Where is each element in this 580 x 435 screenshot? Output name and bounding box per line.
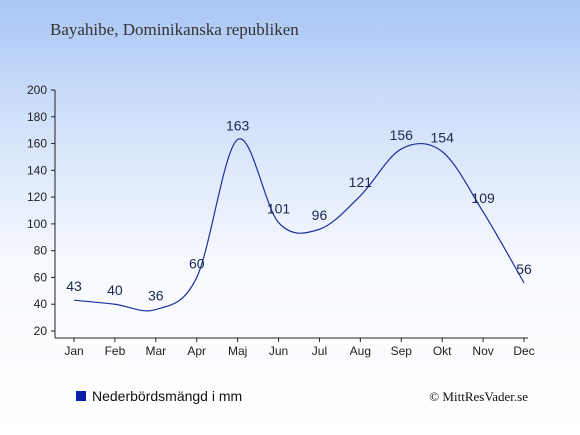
x-tick-label: Jun	[269, 344, 288, 358]
data-label: 101	[267, 201, 291, 217]
x-tick-label: Dec	[513, 344, 534, 358]
data-label: 36	[148, 288, 164, 304]
x-tick-label: Maj	[228, 344, 247, 358]
data-label: 163	[226, 118, 250, 134]
y-tick-label: 100	[27, 217, 47, 231]
y-tick-label: 180	[27, 110, 47, 124]
y-tick-label: 140	[27, 163, 47, 177]
data-label: 60	[189, 255, 205, 271]
data-label: 109	[471, 190, 495, 206]
x-tick-label: Jan	[64, 344, 83, 358]
y-tick-label: 40	[34, 297, 48, 311]
chart-title: Bayahibe, Dominikanska republiken	[50, 20, 299, 39]
data-label: 43	[66, 278, 82, 294]
legend-swatch	[76, 391, 86, 401]
y-tick-label: 60	[34, 270, 48, 284]
data-label: 121	[349, 174, 373, 190]
legend-label: Nederbördsmängd i mm	[92, 388, 243, 404]
data-label: 56	[516, 261, 532, 277]
y-tick-label: 80	[34, 244, 48, 258]
x-tick-label: Sep	[391, 344, 413, 358]
y-tick-label: 20	[34, 324, 48, 338]
x-tick-label: Aug	[350, 344, 371, 358]
y-tick-label: 200	[27, 83, 47, 97]
credit-text: © MittResVader.se	[429, 389, 528, 404]
y-tick-label: 160	[27, 137, 47, 151]
data-label: 96	[312, 207, 328, 223]
x-tick-label: Feb	[105, 344, 126, 358]
legend: Nederbördsmängd i mm	[76, 388, 242, 404]
x-tick-label: Apr	[187, 344, 206, 358]
series-line	[73, 138, 525, 312]
y-tick-label: 120	[27, 190, 47, 204]
x-tick-label: Okt	[433, 344, 452, 358]
x-tick-label: Mar	[145, 344, 166, 358]
x-tick-label: Jul	[312, 344, 327, 358]
data-label: 40	[107, 282, 123, 298]
data-label: 154	[431, 130, 455, 146]
x-tick-label: Nov	[472, 344, 493, 358]
data-label: 156	[390, 127, 414, 143]
